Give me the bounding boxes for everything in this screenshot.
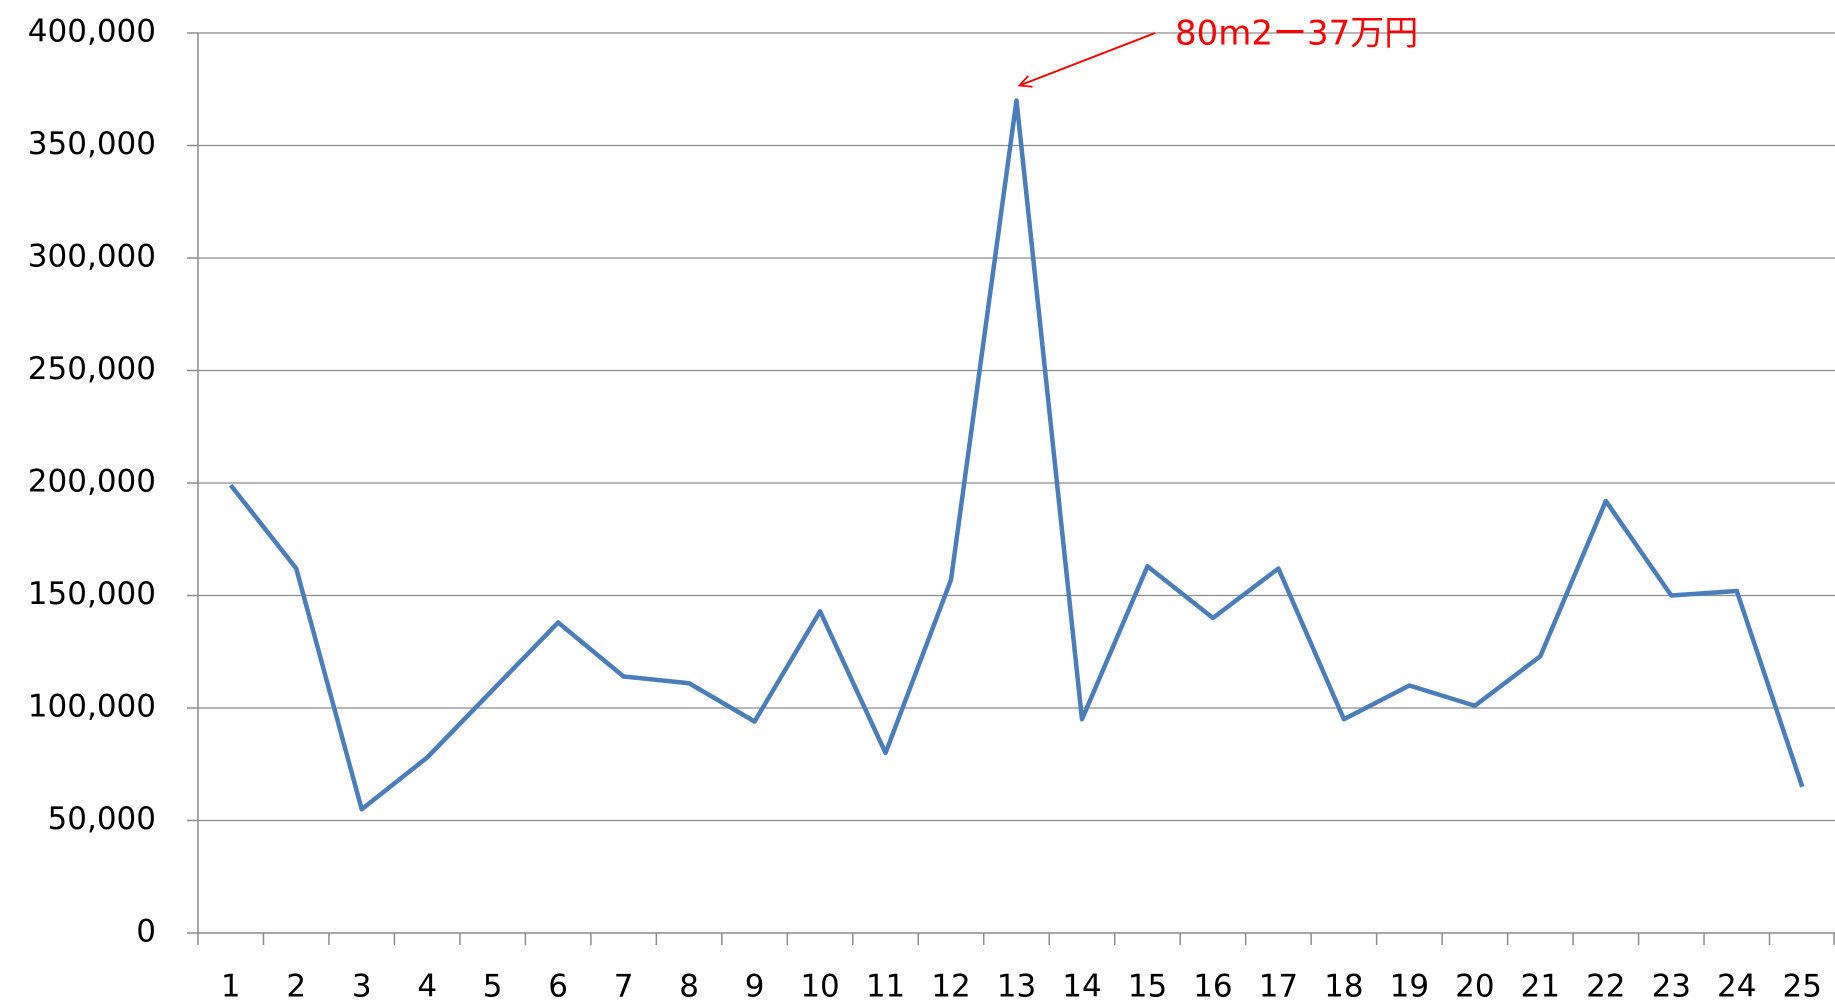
x-tick-label: 19	[1390, 969, 1429, 1005]
x-tick-label: 21	[1521, 969, 1560, 1005]
x-tick-label: 2	[286, 969, 306, 1005]
x-tick-label: 5	[483, 969, 503, 1005]
x-tick-label: 22	[1586, 969, 1625, 1005]
x-tick-label: 11	[866, 969, 905, 1005]
annotation: 80m2ー37万円	[1175, 14, 1418, 54]
x-tick-label: 9	[745, 969, 765, 1005]
y-tick-label: 150,000	[28, 576, 156, 612]
series-line	[228, 98, 1805, 812]
x-tick-label: 25	[1783, 969, 1822, 1005]
x-tick-label: 18	[1324, 969, 1363, 1005]
x-tick-label: 15	[1128, 969, 1167, 1005]
x-tick-label: 3	[352, 969, 372, 1005]
x-tick-label: 4	[417, 969, 437, 1005]
annotation-arrow	[1020, 32, 1156, 86]
x-tick-label: 13	[997, 969, 1036, 1005]
x-tick-label: 16	[1193, 969, 1232, 1005]
x-tick-label: 7	[614, 969, 634, 1005]
y-tick-label: 0	[136, 914, 156, 950]
x-tick-label: 1	[221, 969, 241, 1005]
x-tick-label: 12	[931, 969, 970, 1005]
x-tick-label: 24	[1717, 969, 1756, 1005]
x-tick-label: 20	[1455, 969, 1494, 1005]
y-tick-label: 50,000	[48, 801, 156, 837]
x-tick-label: 8	[679, 969, 699, 1005]
y-tick-label: 300,000	[28, 239, 156, 275]
x-tick-label: 17	[1259, 969, 1298, 1005]
y-tick-label: 400,000	[28, 14, 156, 50]
y-tick-label: 250,000	[28, 351, 156, 387]
y-tick-label: 350,000	[28, 126, 156, 162]
x-tick-label: 23	[1652, 969, 1691, 1005]
x-tick-label: 10	[800, 969, 839, 1005]
x-tick-label: 6	[548, 969, 568, 1005]
x-tick-label: 14	[1062, 969, 1101, 1005]
y-tick-label: 200,000	[28, 464, 156, 500]
y-tick-label: 100,000	[28, 689, 156, 725]
